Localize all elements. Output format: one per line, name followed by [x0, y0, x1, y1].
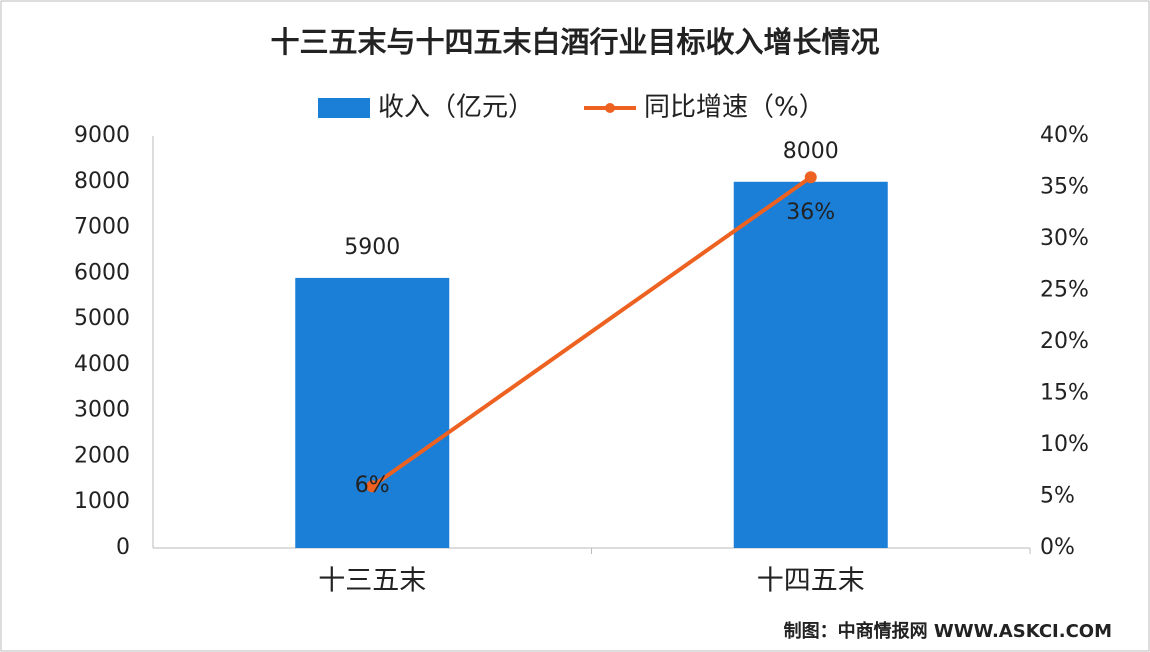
y2-tick-label: 25% [1040, 278, 1089, 303]
y-tick-label: 7000 [74, 215, 130, 240]
bar [733, 181, 888, 548]
y-tick-label: 6000 [74, 260, 130, 285]
y2-tick-label: 0% [1040, 535, 1075, 560]
y-tick-label: 1000 [74, 489, 130, 514]
y-tick-label: 5000 [74, 306, 130, 331]
y-tick-label: 0 [116, 535, 130, 560]
y-tick-label: 4000 [74, 352, 130, 377]
legend-marker [605, 103, 616, 113]
line [371, 175, 812, 488]
y2-tick-label: 35% [1040, 175, 1089, 200]
y2-tick-label: 5% [1040, 484, 1075, 509]
y2-tick-label: 10% [1040, 432, 1089, 457]
y2-tick-label: 30% [1040, 226, 1089, 251]
x-tick-label: 十四五末 [757, 566, 865, 597]
y2-tick-label: 15% [1040, 381, 1089, 406]
legend-label: 同比增速（%） [644, 93, 825, 123]
legend-label: 收入（亿元） [378, 93, 534, 123]
data-label: 36% [786, 200, 835, 225]
y2-tick-label: 20% [1040, 329, 1089, 354]
line-marker [366, 480, 379, 493]
x-tick-label: 十三五末 [318, 566, 426, 597]
bar [295, 277, 450, 548]
y-tick-label: 2000 [74, 443, 130, 468]
data-label: 6% [355, 473, 390, 498]
data-label: 8000 [783, 139, 839, 164]
source-note: 制图：中商情报网 WWW.ASKCI.COM [784, 620, 1112, 642]
data-label: 5900 [344, 235, 400, 260]
chart-title: 十三五末与十四五末白酒行业目标收入增长情况 [270, 25, 879, 59]
line-marker [804, 171, 817, 184]
y2-tick-label: 40% [1040, 123, 1089, 148]
y-tick-label: 8000 [74, 169, 130, 194]
legend-swatch [318, 98, 370, 118]
y-tick-label: 3000 [74, 398, 130, 423]
y-tick-label: 9000 [74, 123, 130, 148]
